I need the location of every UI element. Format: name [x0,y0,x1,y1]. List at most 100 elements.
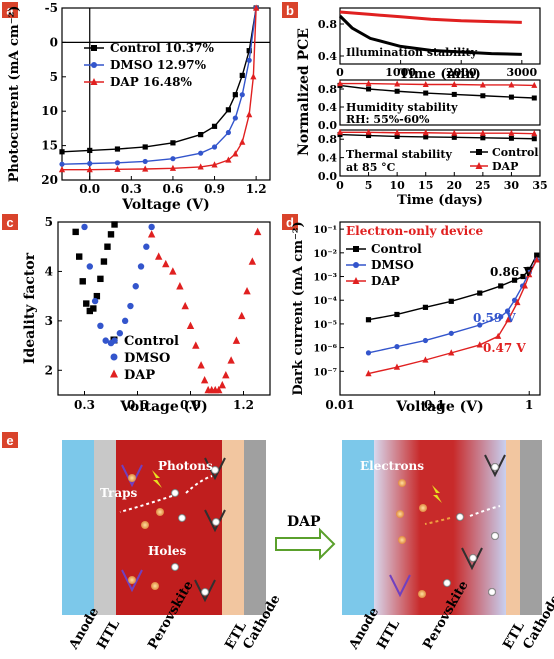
data-point [531,136,537,142]
data-point [511,297,518,303]
data-point [110,369,118,378]
annotation: at 85 °C [346,161,396,174]
data-point [365,370,372,377]
subplot-frame [339,79,541,126]
data-point [253,227,262,236]
data-point [239,92,245,98]
plot-frame [61,7,271,181]
data-point [246,48,252,54]
data-point [366,133,372,139]
data-point [114,160,121,166]
data-point [394,129,401,136]
left-htl-layer [94,440,116,615]
series-line [340,82,535,87]
data-point [422,304,429,310]
data-point [225,129,231,136]
x-tick-label: 0.01 [325,398,354,412]
data-point [111,221,118,228]
y-tick-label: 10⁻⁴ [313,296,337,307]
data-point [81,223,88,231]
chart-a-jv-curves: 0.0 0.3 0.6 0.9 1.2 -5 0 5 10 15 20 Voltage (V) Phot… [7,1,271,213]
series-line [339,84,535,99]
annotation: Illumination stability [346,46,478,59]
data-point [246,57,252,63]
threshold-voltage-label: 0.86 V [490,265,533,279]
data-point [393,363,401,370]
plot-frame [57,221,271,396]
trap-icon [121,569,143,593]
data-point [232,336,241,344]
data-point [238,311,246,320]
y-tick-label: 10⁻⁶ [313,344,337,355]
left-htl-label: HTL [94,618,123,652]
data-point [90,305,97,312]
data-point [480,135,486,141]
data-point [479,81,486,88]
data-point [104,243,111,250]
x-axis-label: Voltage (V) [395,399,483,415]
data-point [232,92,238,98]
x-axis-label: Time (min) [399,67,481,82]
x-axis-label: Voltage (V) [121,197,209,213]
x-tick-label: 0.0 [79,182,100,196]
data-point [451,81,458,87]
data-point [211,161,218,168]
data-point [198,150,204,156]
subplot-frame [339,129,541,177]
trap-icon [204,509,226,533]
data-point [232,115,238,121]
data-point [451,91,457,97]
data-point [250,73,257,80]
chart-b-stability: 0.4 0.8 0 1000 2000 3000 Time (min) Illuminatio… [296,7,548,208]
trap-icon [389,574,411,598]
data-point [498,314,504,320]
right-anode-layer [342,440,374,615]
data-point [143,243,150,250]
legend-label: Control [371,242,422,256]
data-point [111,337,118,344]
data-point [155,252,163,260]
x-tick-label: 35 [532,179,547,192]
legend-label: Control [492,146,538,159]
series-line [61,7,257,165]
photon-bolt-icon [152,470,162,488]
label-electrons: Electrons [360,459,424,473]
data-point [127,302,134,310]
legend-label: DMSO [124,351,170,366]
data-point [142,158,148,165]
electron-path-arrow [469,505,501,517]
x-tick-label: 30 [504,179,520,192]
data-point [394,88,400,94]
trap-icon [121,464,143,488]
y-tick-label: 0.8 [318,18,337,31]
data-point [181,301,189,310]
chart-d-dark-current: 0.01 0.1 1 10⁻¹ 10⁻² 10⁻³ 10⁻⁴ 10⁻⁵ 10⁻⁶ 10⁻⁷ Volt… [291,221,541,415]
panel-label-a: a [2,2,18,18]
plot-frame [339,221,541,396]
data-point [394,344,400,350]
trap-icon [204,457,226,481]
annotation: Thermal stability [346,148,452,161]
x-tick-label: 0 [336,66,344,79]
series-line [339,133,535,140]
data-point [169,164,177,171]
data-point [211,144,218,150]
data-point [169,267,177,275]
threshold-voltage-label: 0.47 V [483,341,526,355]
data-point [86,166,93,173]
left-anode-layer [62,440,94,615]
data-point [176,282,184,290]
data-point [508,129,515,136]
y-tick-label: 3 [45,314,53,328]
right-htl-label: HTL [374,618,403,652]
data-point [451,129,458,136]
legend-label: DAP [371,274,400,288]
data-point [498,283,504,289]
data-point [142,144,148,150]
left-etl-layer [222,440,244,615]
data-point [97,275,104,283]
threshold-voltage-label: 0.59 V [473,311,516,325]
data-point [477,322,483,328]
legend-label: DAP [492,160,518,173]
dap-arrow-icon [275,527,336,561]
